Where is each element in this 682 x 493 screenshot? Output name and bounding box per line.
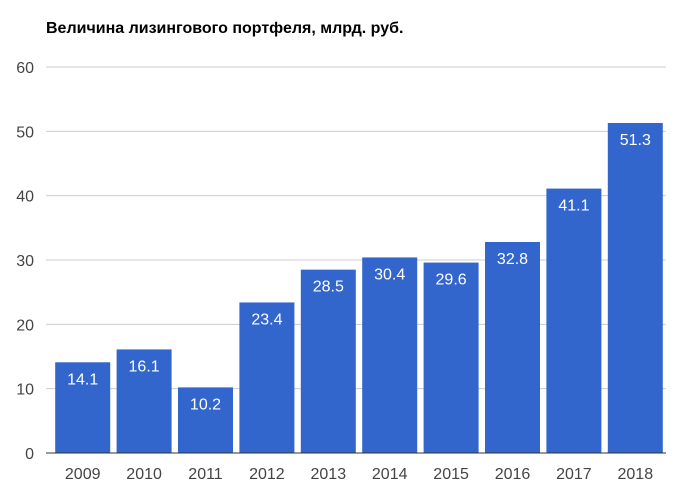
y-tick-label: 20 bbox=[16, 317, 34, 334]
data-label: 16.1 bbox=[129, 358, 160, 375]
data-label: 23.4 bbox=[251, 311, 282, 328]
bar bbox=[362, 257, 418, 453]
chart-title: Величина лизингового портфеля, млрд. руб… bbox=[46, 20, 404, 37]
bar bbox=[300, 269, 356, 453]
y-tick-label: 40 bbox=[16, 189, 34, 206]
bar bbox=[55, 362, 111, 453]
x-tick-label: 2014 bbox=[372, 466, 408, 483]
x-tick-label: 2013 bbox=[311, 466, 347, 483]
x-tick-label: 2010 bbox=[126, 466, 162, 483]
bar bbox=[116, 349, 172, 453]
x-tick-label: 2015 bbox=[433, 466, 469, 483]
data-label: 32.8 bbox=[497, 251, 528, 268]
bar bbox=[546, 188, 602, 453]
x-tick-label: 2018 bbox=[618, 466, 654, 483]
data-label: 30.4 bbox=[374, 266, 405, 283]
bar bbox=[485, 241, 540, 453]
y-tick-label: 50 bbox=[16, 124, 34, 141]
data-label: 28.5 bbox=[313, 279, 344, 296]
y-tick-label: 60 bbox=[16, 60, 34, 77]
bar bbox=[178, 387, 233, 453]
x-tick-label: 2012 bbox=[249, 466, 285, 483]
data-label: 14.1 bbox=[67, 371, 98, 388]
bar bbox=[239, 302, 295, 453]
y-tick-label: 0 bbox=[25, 446, 34, 463]
x-tick-label: 2011 bbox=[188, 466, 223, 483]
x-tick-label: 2017 bbox=[556, 466, 592, 483]
data-label: 29.6 bbox=[436, 272, 467, 289]
y-tick-label: 30 bbox=[16, 253, 34, 270]
x-tick-label: 2016 bbox=[495, 466, 531, 483]
bar bbox=[423, 262, 479, 453]
data-label: 51.3 bbox=[620, 132, 651, 149]
data-label: 41.1 bbox=[558, 198, 589, 215]
y-tick-label: 10 bbox=[16, 382, 34, 399]
x-tick-label: 2009 bbox=[65, 466, 101, 483]
data-label: 10.2 bbox=[190, 396, 221, 413]
bar bbox=[607, 122, 663, 453]
